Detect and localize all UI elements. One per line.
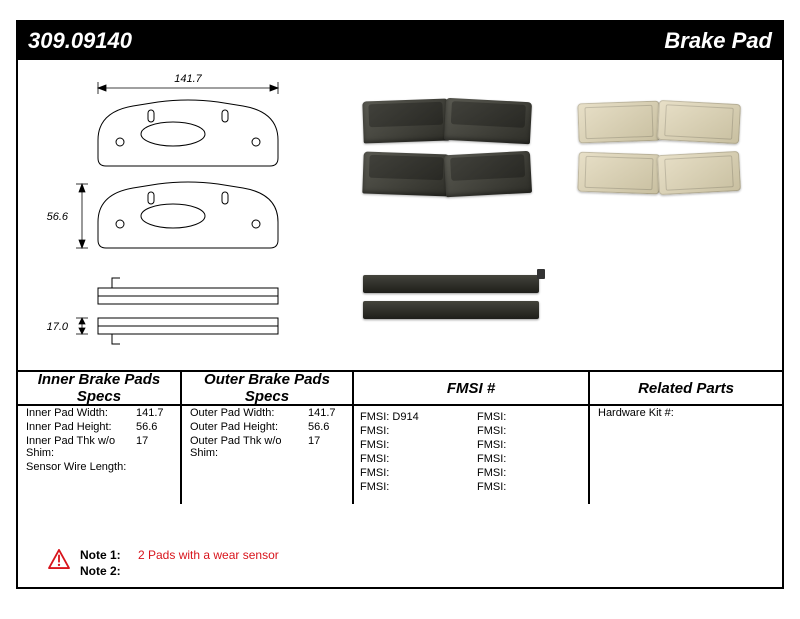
spec-label: Outer Pad Width: (190, 407, 308, 419)
pad-photo-dark-side (363, 275, 539, 319)
fmsi-label: FMSI: (477, 453, 506, 465)
spec-sheet: 309.09140 Brake Pad 141.7 (16, 20, 784, 589)
thickness-dim: 17.0 (47, 321, 69, 333)
fmsi-label: FMSI: (477, 411, 506, 423)
inner-specs-heading: Inner Brake Pads Specs (18, 372, 180, 406)
pad-photo-dark-front (363, 100, 531, 200)
notes-section: Note 1: 2 Pads with a wear sensor Note 2… (48, 547, 279, 579)
fmsi-label: FMSI: (360, 425, 389, 437)
spec-value: 56.6 (136, 421, 172, 433)
spec-value (738, 407, 774, 419)
fmsi-label: FMSI: (477, 467, 506, 479)
spec-label: Hardware Kit #: (598, 407, 738, 419)
technical-drawing: 141.7 (38, 70, 308, 360)
fmsi-label: FMSI: (360, 467, 389, 479)
spec-value: 56.6 (308, 421, 344, 433)
fmsi-label: FMSI: (477, 481, 506, 493)
spec-value (136, 461, 172, 473)
fmsi-label: FMSI: (477, 439, 506, 451)
part-number: 309.09140 (28, 28, 132, 54)
specs-table: Inner Brake Pads Specs Inner Pad Width:1… (18, 370, 782, 504)
diagram-area: 141.7 (18, 60, 782, 370)
spec-label: Inner Pad Thk w/o Shim: (26, 435, 136, 459)
note2-label: Note 2: (80, 564, 132, 578)
spec-value: 141.7 (136, 407, 172, 419)
warning-icon (48, 549, 70, 569)
width-dim: 141.7 (174, 73, 202, 85)
height-dim: 56.6 (47, 211, 69, 223)
spec-label: Sensor Wire Length: (26, 461, 136, 473)
note1-label: Note 1: (80, 548, 132, 562)
outer-specs-column: Outer Brake Pads Specs Outer Pad Width:1… (182, 372, 354, 504)
inner-specs-column: Inner Brake Pads Specs Inner Pad Width:1… (18, 372, 182, 504)
fmsi-label: FMSI: (477, 425, 506, 437)
fmsi-label: FMSI: (360, 481, 389, 493)
pad-photo-light-front (578, 102, 740, 198)
spec-value: 17 (308, 435, 344, 459)
fmsi-label: FMSI: (360, 453, 389, 465)
page-title: Brake Pad (664, 28, 772, 54)
spec-value: 141.7 (308, 407, 344, 419)
outer-specs-heading: Outer Brake Pads Specs (182, 372, 352, 406)
spec-label: Outer Pad Thk w/o Shim: (190, 435, 308, 459)
fmsi-column: FMSI # FMSI: D914 FMSI: FMSI: FMSI: FMSI… (354, 372, 590, 504)
note1-text: 2 Pads with a wear sensor (138, 548, 279, 562)
fmsi-heading: FMSI # (354, 372, 588, 406)
related-heading: Related Parts (590, 372, 782, 406)
fmsi-label: FMSI: (360, 439, 389, 451)
related-parts-column: Related Parts Hardware Kit #: (590, 372, 782, 504)
spec-value: 17 (136, 435, 172, 459)
spec-label: Outer Pad Height: (190, 421, 308, 433)
spec-label: Inner Pad Height: (26, 421, 136, 433)
fmsi-value: D914 (392, 411, 418, 423)
fmsi-label: FMSI: (360, 411, 389, 423)
header-bar: 309.09140 Brake Pad (18, 22, 782, 60)
spec-label: Inner Pad Width: (26, 407, 136, 419)
